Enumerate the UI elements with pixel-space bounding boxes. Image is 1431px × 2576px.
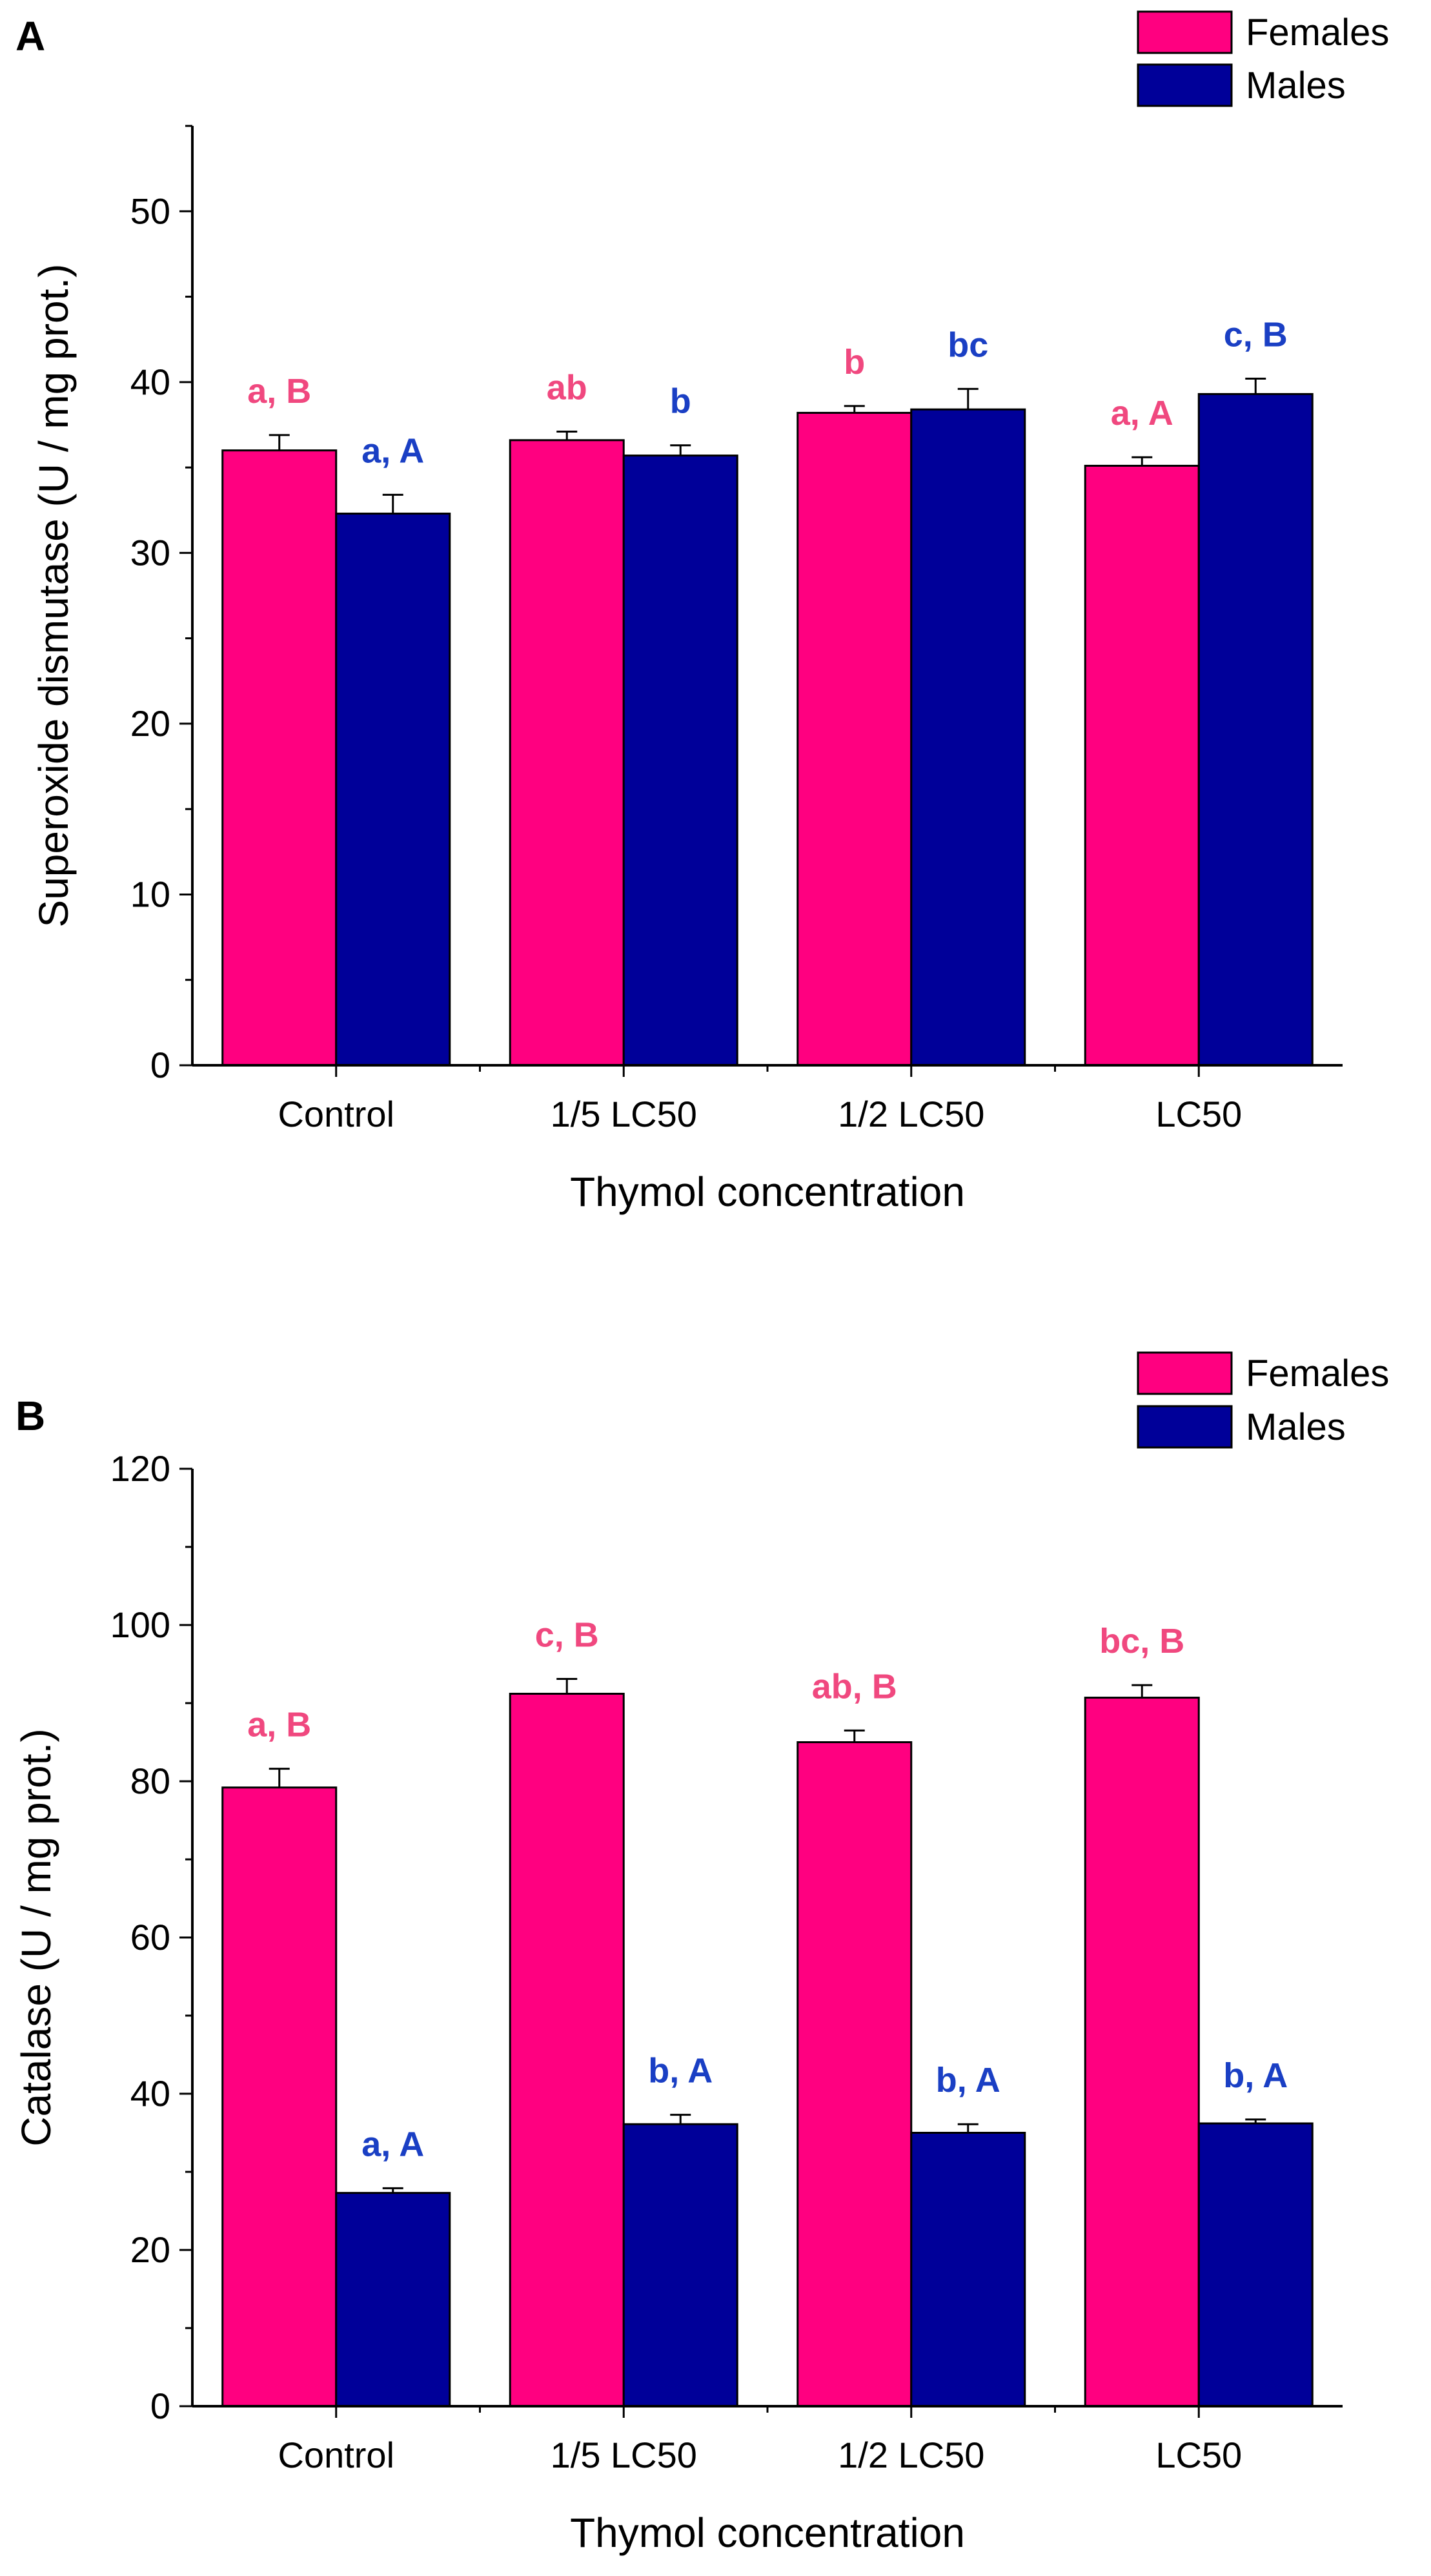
y-axis-title: Superoxide dismutase (U / mg prot.) [30, 264, 77, 928]
y-tick-label: 0 [150, 2386, 170, 2426]
x-axis-title: Thymol concentration [570, 2510, 965, 2556]
legend: Females Males [1138, 12, 1389, 107]
bar-females-3 [798, 413, 911, 1065]
significance-label: c, B [1224, 316, 1288, 354]
significance-label: a, B [247, 1706, 311, 1744]
figure: Aa, B a, A Control ab b 1/5 LC50 b bc 1/2 LC50 a,… [0, 0, 1431, 2576]
legend-swatch-males [1138, 65, 1232, 106]
y-tick-label: 30 [130, 532, 170, 573]
legend: Females Males [1138, 1353, 1389, 1448]
y-tick-label: 50 [130, 190, 170, 231]
bar-males-4 [1199, 2123, 1312, 2406]
y-tick-label: 120 [110, 1448, 170, 1489]
bar-females-4 [1085, 465, 1199, 1065]
bar-males-4 [1199, 394, 1312, 1065]
bar-males-2 [624, 2124, 737, 2406]
significance-label: b, A [1223, 2056, 1288, 2095]
legend-label-females: Females [1246, 12, 1389, 54]
x-tick-label: 1/2 LC50 [838, 2435, 984, 2475]
x-axis-title: Thymol concentration [570, 1169, 965, 1215]
legend-label-females: Females [1246, 1353, 1389, 1395]
legend-swatch-males [1138, 1406, 1232, 1447]
significance-label: a, B [247, 372, 311, 411]
bar-females-1 [223, 1788, 336, 2406]
bar-females-3 [798, 1743, 911, 2407]
x-tick-label: LC50 [1155, 1094, 1242, 1134]
y-tick-label: 100 [110, 1604, 170, 1645]
significance-label: c, B [535, 1615, 599, 1654]
bar-males-1 [336, 514, 450, 1065]
x-tick-label: LC50 [1155, 2435, 1242, 2475]
significance-label: bc, B [1099, 1622, 1184, 1661]
y-tick-label: 0 [150, 1045, 170, 1085]
bar-males-1 [336, 2193, 450, 2406]
y-tick-label: 20 [130, 2229, 170, 2270]
x-tick-label: 1/2 LC50 [838, 1094, 984, 1134]
x-tick-label: 1/5 LC50 [551, 2435, 697, 2475]
y-tick-label: 10 [130, 874, 170, 914]
significance-label: a, A [361, 431, 424, 470]
y-axis-title: Catalase (U / mg prot.) [13, 1728, 59, 2146]
bar-females-2 [510, 440, 624, 1065]
significance-label: b, A [936, 2061, 1000, 2100]
panel-letter: A [15, 13, 45, 59]
bar-females-1 [223, 451, 336, 1065]
chart-panel-b: Ba, B a, A Control c, B b, A 1/5 LC50 ab, B b, … [13, 1353, 1389, 2556]
chart-panel-a: Aa, B a, A Control ab b 1/5 LC50 b bc 1/2 LC50 a,… [15, 12, 1389, 1215]
y-tick-label: 80 [130, 1761, 170, 1801]
significance-label: b [670, 382, 691, 421]
y-tick-label: 20 [130, 703, 170, 744]
x-tick-label: 1/5 LC50 [551, 1094, 697, 1134]
y-tick-label: 40 [130, 2073, 170, 2114]
bar-males-3 [911, 2133, 1025, 2407]
bar-males-3 [911, 409, 1025, 1065]
x-tick-label: Control [278, 1094, 394, 1134]
bar-females-4 [1085, 1698, 1199, 2406]
y-tick-label: 40 [130, 362, 170, 402]
significance-label: b [844, 343, 865, 382]
bar-males-2 [624, 456, 737, 1065]
significance-label: b, A [648, 2052, 713, 2090]
x-tick-label: Control [278, 2435, 394, 2475]
panel-letter: B [15, 1393, 45, 1439]
legend-swatch-females [1138, 12, 1232, 53]
legend-label-males: Males [1246, 65, 1346, 107]
significance-label: a, A [1111, 394, 1173, 433]
significance-label: ab, B [812, 1667, 897, 1706]
y-tick-label: 60 [130, 1917, 170, 1958]
significance-label: bc [948, 325, 988, 364]
significance-label: ab [547, 369, 587, 407]
significance-label: a, A [361, 2125, 424, 2163]
legend-swatch-females [1138, 1353, 1232, 1394]
legend-label-males: Males [1246, 1406, 1346, 1448]
bar-females-2 [510, 1693, 624, 2406]
